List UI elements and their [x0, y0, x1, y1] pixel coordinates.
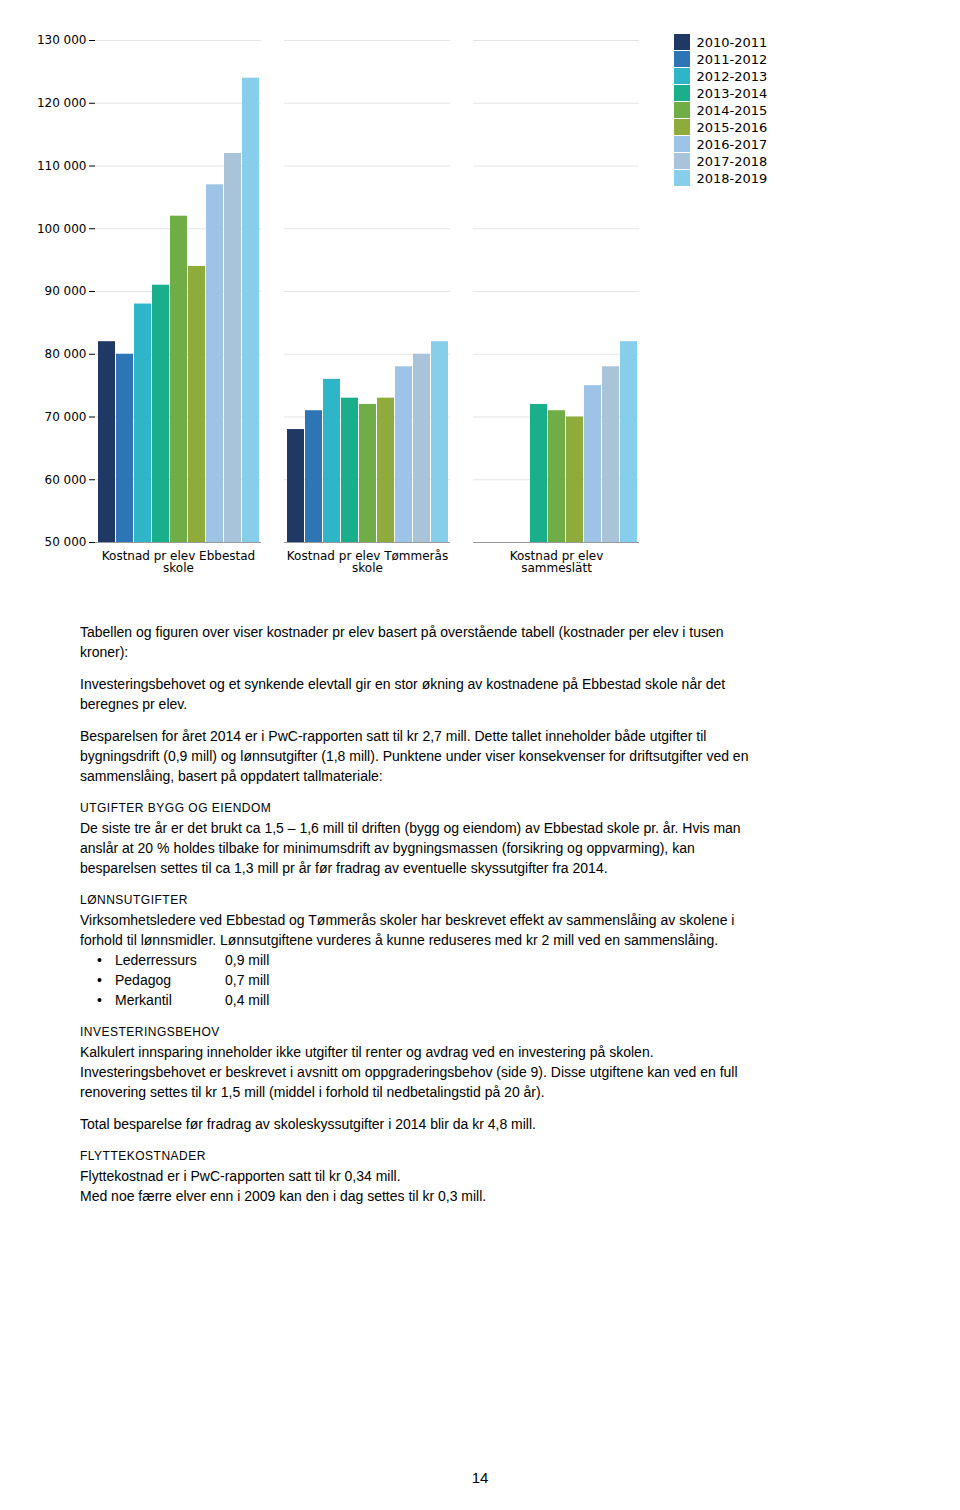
svg-text:Kostnad pr elev Ebbestadskole: Kostnad pr elev Ebbestadskole — [102, 549, 255, 575]
html-text:2013-2014: 2013-2014 — [696, 85, 768, 101]
html-text:renovering settes til kr 1,5 m: renovering settes til kr 1,5 mill (midde… — [80, 1084, 545, 1100]
svg-text:90 000: 90 000 — [45, 284, 87, 298]
html-text:Tabellen og figuren over viser: Tabellen og figuren over viser kostnader… — [80, 624, 724, 640]
html-text:Pedagog: Pedagog — [115, 972, 172, 988]
svg-text:80 000: 80 000 — [45, 347, 87, 361]
html-text:2017-2018: 2017-2018 — [696, 153, 768, 169]
html-text:2011-2012: 2011-2012 — [696, 51, 768, 67]
html-text:Merkantil: Merkantil — [115, 992, 172, 1008]
svg-text:50 000: 50 000 — [45, 535, 87, 549]
svg-text:130 000: 130 000 — [37, 33, 87, 47]
html-text:sammenslåing, basert på oppdat: sammenslåing, basert på oppdatert tallma… — [80, 768, 383, 784]
html-text:Med noe færre elver enn i 2009: Med noe færre elver enn i 2009 kan den i… — [80, 1188, 487, 1204]
html-text:0,7 mill: 0,7 mill — [225, 972, 270, 988]
html-text:Total besparelse før fradrag a: Total besparelse før fradrag av skolesky… — [80, 1116, 536, 1132]
html-text:0,4 mill: 0,4 mill — [225, 992, 270, 1008]
html-text:Kalkulert innsparing inneholde: Kalkulert innsparing inneholder ikke utg… — [80, 1044, 654, 1060]
svg-text:Kostnad pr elev Tømmeråsskole: Kostnad pr elev Tømmeråsskole — [287, 549, 448, 575]
svg-text:70 000: 70 000 — [45, 410, 87, 424]
html-text:anslår at 20 % holdes tilbake: anslår at 20 % holdes tilbake for minimu… — [80, 840, 695, 856]
html-text:beregnes pr elev.: beregnes pr elev. — [80, 696, 188, 712]
html-text:14: 14 — [471, 1469, 489, 1486]
html-text:Virksomhetsledere ved Ebbestad: Virksomhetsledere ved Ebbestad og Tømmer… — [80, 912, 735, 928]
html-text:Besparelsen for året 2014 er i: Besparelsen for året 2014 er i PwC-rappo… — [80, 728, 707, 744]
html-text:kroner):: kroner): — [80, 644, 129, 660]
html-text:Investeringsbehovet og et synk: Investeringsbehovet og et synkende elevt… — [80, 676, 726, 692]
html-text:0,9 mill: 0,9 mill — [225, 952, 270, 968]
svg-text:120 000: 120 000 — [37, 96, 87, 110]
html-text:forhold til lønnsmidler. Lønns: forhold til lønnsmidler. Lønnsutgiftene … — [80, 932, 719, 948]
svg-text:100 000: 100 000 — [37, 222, 87, 236]
html-text:2010-2011: 2010-2011 — [696, 34, 768, 50]
html-text:UTGIFTER BYGG OG EIENDOM: UTGIFTER BYGG OG EIENDOM — [80, 801, 272, 815]
html-text:INVESTERINGSBEHOV: INVESTERINGSBEHOV — [80, 1025, 220, 1039]
svg-text:110 000: 110 000 — [37, 159, 87, 173]
html-text:De siste tre år er det brukt c: De siste tre år er det brukt ca 1,5 – 1,… — [80, 820, 741, 836]
html-text:besparelsen settes til ca 1,3: besparelsen settes til ca 1,3 mill pr år… — [80, 860, 608, 876]
html-text:2018-2019: 2018-2019 — [696, 170, 768, 186]
html-text:Lederressurs: Lederressurs — [115, 952, 197, 968]
html-text:2015-2016: 2015-2016 — [696, 119, 768, 135]
html-text:bygningsdrift (0,9 mill) og lø: bygningsdrift (0,9 mill) og lønnsutgifte… — [80, 748, 749, 764]
html-text:2016-2017: 2016-2017 — [696, 136, 768, 152]
html-text:FLYTTEKOSTNADER: FLYTTEKOSTNADER — [80, 1149, 206, 1163]
html-text:Flyttekostnad er i PwC-rapport: Flyttekostnad er i PwC-rapporten satt ti… — [80, 1168, 401, 1184]
html-text:LØNNSUTGIFTER: LØNNSUTGIFTER — [80, 893, 188, 907]
svg-text:Kostnad pr elevsammeslätt: Kostnad pr elevsammeslätt — [510, 549, 604, 575]
html-text:Investeringsbehovet er beskrev: Investeringsbehovet er beskrevet i avsni… — [80, 1064, 738, 1080]
svg-text:60 000: 60 000 — [45, 473, 87, 487]
html-text:2012-2013: 2012-2013 — [696, 68, 768, 84]
html-text:2014-2015: 2014-2015 — [696, 102, 768, 118]
